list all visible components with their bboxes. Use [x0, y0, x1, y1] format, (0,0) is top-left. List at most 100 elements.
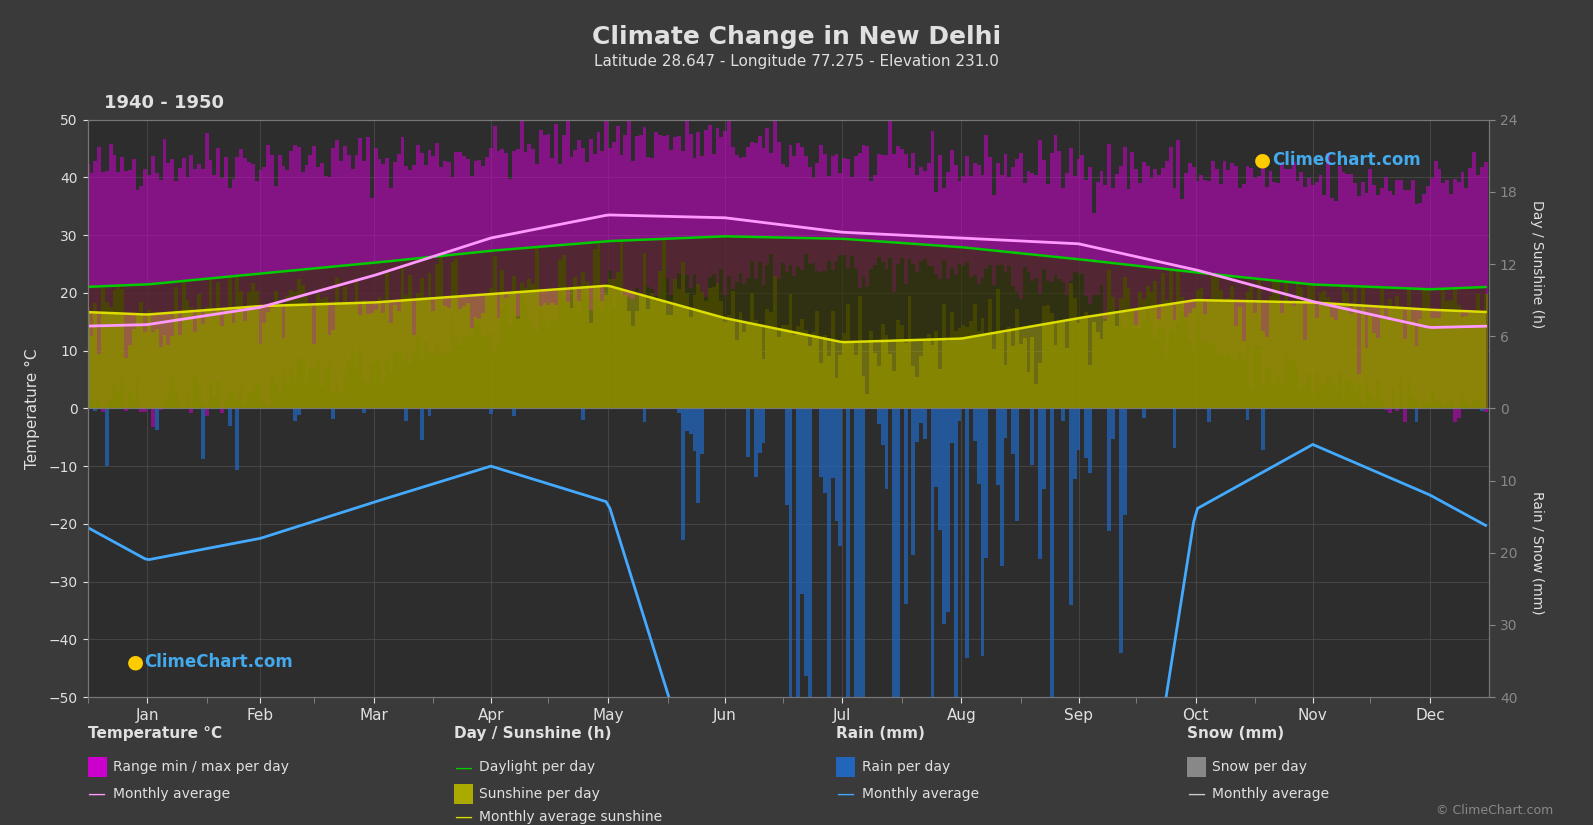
- Bar: [505, 153, 508, 304]
- Bar: [693, 295, 696, 408]
- Bar: [470, 176, 473, 336]
- Bar: [1431, 318, 1434, 408]
- Bar: [988, 299, 992, 408]
- Bar: [1161, 168, 1164, 328]
- Bar: [1262, 408, 1265, 450]
- Bar: [566, 302, 570, 408]
- Bar: [674, 137, 677, 282]
- Bar: [835, 408, 838, 521]
- Bar: [339, 304, 342, 408]
- Bar: [562, 255, 566, 408]
- Bar: [1123, 408, 1126, 516]
- Bar: [530, 148, 535, 326]
- Bar: [1442, 289, 1445, 408]
- Bar: [930, 346, 935, 408]
- Bar: [808, 408, 811, 742]
- Bar: [1442, 183, 1445, 407]
- Bar: [220, 326, 225, 408]
- Bar: [701, 408, 704, 454]
- Bar: [1222, 299, 1227, 408]
- Bar: [677, 289, 680, 408]
- Bar: [753, 144, 758, 279]
- Bar: [1047, 184, 1050, 281]
- Bar: [761, 148, 766, 285]
- Bar: [930, 408, 935, 825]
- Bar: [459, 309, 462, 408]
- Bar: [1306, 284, 1311, 408]
- Bar: [86, 308, 89, 408]
- Bar: [1061, 188, 1066, 282]
- Bar: [1215, 275, 1219, 408]
- Bar: [949, 149, 954, 268]
- Bar: [312, 146, 315, 370]
- Text: Rain (mm): Rain (mm): [836, 726, 926, 742]
- Bar: [1330, 317, 1333, 408]
- Bar: [505, 298, 508, 408]
- Bar: [198, 294, 201, 408]
- Bar: [328, 177, 331, 361]
- Bar: [416, 144, 421, 338]
- Bar: [304, 294, 309, 408]
- Bar: [720, 137, 723, 269]
- Bar: [554, 125, 558, 321]
- Bar: [511, 151, 516, 314]
- Bar: [1368, 315, 1372, 408]
- Bar: [236, 408, 239, 469]
- Bar: [562, 135, 566, 295]
- Bar: [170, 159, 174, 379]
- Bar: [777, 142, 781, 280]
- Bar: [857, 296, 862, 408]
- Bar: [323, 298, 328, 408]
- Bar: [911, 365, 916, 408]
- Bar: [424, 165, 427, 341]
- Bar: [835, 378, 838, 408]
- Bar: [876, 408, 881, 424]
- Bar: [889, 354, 892, 408]
- Bar: [1423, 289, 1426, 408]
- Bar: [585, 163, 589, 293]
- Bar: [116, 172, 119, 392]
- Bar: [350, 303, 355, 408]
- Bar: [873, 175, 876, 266]
- Bar: [1388, 299, 1392, 408]
- Bar: [819, 144, 824, 271]
- Bar: [808, 346, 811, 408]
- Bar: [731, 290, 734, 408]
- Bar: [1099, 339, 1104, 408]
- Bar: [1295, 283, 1300, 408]
- Bar: [1384, 318, 1388, 408]
- Bar: [792, 335, 796, 408]
- Bar: [750, 142, 753, 262]
- Bar: [1295, 182, 1300, 365]
- Bar: [205, 134, 209, 417]
- Bar: [1333, 200, 1338, 389]
- Bar: [1058, 151, 1061, 279]
- Bar: [1039, 408, 1042, 559]
- Bar: [178, 335, 182, 408]
- Bar: [315, 167, 320, 361]
- Bar: [984, 337, 988, 408]
- Bar: [792, 156, 796, 276]
- Bar: [688, 408, 693, 434]
- Bar: [393, 163, 397, 348]
- Bar: [620, 241, 623, 408]
- Bar: [666, 315, 669, 408]
- Bar: [1338, 304, 1341, 408]
- Bar: [1392, 195, 1395, 389]
- Text: Rain / Snow (mm): Rain / Snow (mm): [1531, 491, 1544, 615]
- Bar: [604, 295, 609, 408]
- Bar: [1287, 169, 1292, 361]
- Bar: [965, 327, 969, 408]
- Bar: [266, 145, 271, 407]
- Bar: [1411, 321, 1415, 408]
- Bar: [789, 294, 792, 408]
- Bar: [753, 320, 758, 408]
- Bar: [601, 301, 604, 408]
- Bar: [916, 408, 919, 441]
- Bar: [900, 149, 903, 258]
- Bar: [1047, 304, 1050, 408]
- Bar: [413, 165, 416, 351]
- Bar: [1273, 280, 1276, 408]
- Bar: [1303, 340, 1306, 408]
- Bar: [516, 149, 519, 316]
